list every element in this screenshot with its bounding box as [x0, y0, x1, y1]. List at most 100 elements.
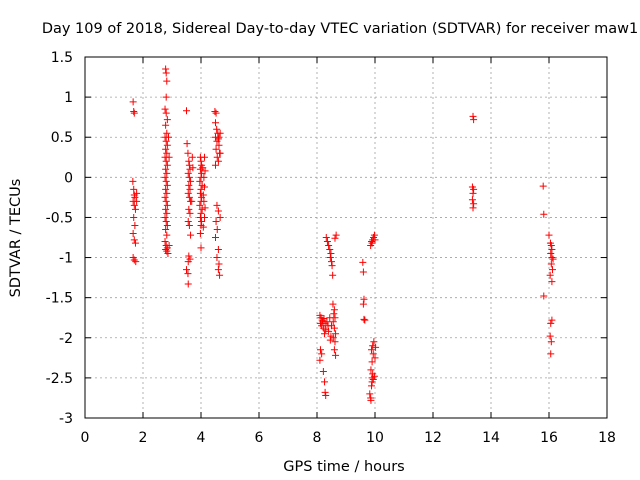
data-point [163, 169, 171, 177]
data-point [184, 217, 192, 225]
data-point [547, 319, 555, 327]
data-point [131, 221, 139, 229]
data-point [163, 141, 171, 149]
data-point [165, 153, 173, 161]
y-tick-label: -1 [59, 251, 73, 267]
data-point [546, 271, 554, 279]
data-point [372, 343, 380, 351]
data-point [184, 280, 192, 288]
data-point [326, 254, 334, 262]
data-point [332, 231, 340, 239]
data-point [470, 185, 478, 193]
data-point [162, 225, 170, 233]
data-point [183, 266, 190, 274]
data-point [129, 229, 137, 237]
data-point [198, 205, 206, 213]
data-point [328, 262, 336, 270]
plot-frame [84, 56, 608, 419]
data-point [162, 69, 170, 77]
data-point [197, 209, 205, 217]
data-point [331, 338, 339, 346]
data-point [130, 109, 138, 117]
data-point [547, 260, 555, 268]
data-point [186, 209, 194, 217]
y-tick-label: 1 [64, 90, 73, 106]
data-point [211, 108, 219, 116]
data-point [200, 197, 208, 205]
data-point [318, 350, 326, 358]
data-point [200, 183, 208, 191]
data-point [130, 201, 138, 209]
data-point [164, 250, 172, 258]
data-point [331, 234, 339, 242]
data-point [323, 238, 331, 246]
data-point [213, 125, 221, 133]
data-point [369, 375, 377, 383]
data-point [368, 358, 376, 366]
data-point [327, 332, 335, 340]
data-point [326, 246, 334, 254]
data-point [366, 390, 374, 398]
data-point [161, 213, 169, 221]
data-point [184, 270, 192, 278]
data-point [185, 221, 193, 229]
data-point [162, 121, 170, 129]
data-point [468, 196, 476, 204]
x-tick-labels: 0 2 4 6 8 10 12 14 16 18 [81, 430, 616, 446]
data-point [215, 133, 223, 141]
x-tick-label: 14 [482, 430, 500, 446]
data-point [368, 346, 376, 354]
data-point [184, 169, 192, 177]
data-point [323, 318, 331, 326]
data-point [214, 157, 222, 165]
data-point [163, 181, 171, 189]
data-point [367, 366, 375, 374]
data-point [547, 250, 555, 258]
y-tick-label: -3 [59, 411, 73, 427]
data-point [215, 260, 223, 268]
data-point [162, 217, 170, 225]
data-point [185, 193, 193, 201]
data-point [200, 153, 208, 161]
grid-lines [85, 57, 607, 418]
data-point [368, 239, 376, 247]
data-point [161, 238, 169, 246]
data-point [165, 133, 173, 141]
data-point [163, 77, 171, 85]
y-tick-label: -1.5 [46, 291, 73, 307]
data-point [321, 378, 329, 386]
data-point [162, 137, 170, 145]
data-point [469, 189, 477, 197]
data-point [185, 157, 193, 165]
y-tick-label: 0.5 [51, 130, 73, 146]
data-point [318, 316, 326, 324]
data-point [131, 193, 139, 201]
data-point [197, 244, 205, 252]
data-point [546, 332, 554, 340]
data-point [199, 191, 207, 199]
data-point [331, 314, 339, 322]
data-point [162, 177, 170, 185]
data-point [328, 322, 335, 330]
data-point [161, 105, 169, 113]
data-point [371, 354, 379, 362]
data-point [549, 255, 557, 263]
data-point [161, 173, 169, 181]
data-point [330, 306, 338, 314]
data-point [548, 316, 556, 324]
data-point [199, 223, 207, 231]
data-point [548, 254, 556, 262]
data-points [129, 65, 557, 404]
data-point [547, 338, 555, 346]
x-tick-label: 16 [540, 430, 558, 446]
x-tick-label: 10 [366, 430, 384, 446]
data-point [469, 112, 477, 120]
data-point [201, 167, 209, 175]
data-point [212, 161, 219, 169]
data-point [216, 149, 224, 157]
data-point [213, 137, 221, 145]
data-point [213, 153, 221, 161]
data-point [184, 258, 192, 266]
data-point [327, 250, 335, 258]
chart-title: Day 109 of 2018, Sidereal Day-to-day VTE… [42, 21, 638, 37]
